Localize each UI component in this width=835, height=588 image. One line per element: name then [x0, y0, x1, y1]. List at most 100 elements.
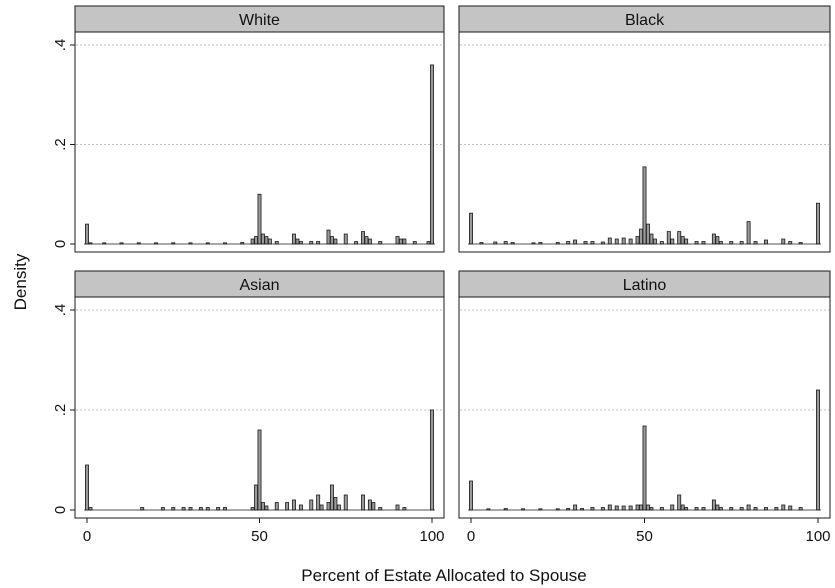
bar — [254, 484, 259, 511]
bar — [677, 494, 682, 511]
x-tick-label: 100 — [805, 528, 830, 545]
bar — [652, 238, 657, 245]
bar — [333, 238, 338, 245]
x-tick-label: 50 — [251, 528, 268, 545]
bar — [254, 236, 259, 245]
strip-header — [458, 5, 831, 33]
x-tick-label: 50 — [636, 528, 653, 545]
bar — [711, 499, 716, 511]
bar — [639, 228, 643, 245]
bar — [430, 64, 434, 245]
bar — [677, 231, 682, 245]
bar — [715, 504, 720, 511]
bar — [646, 223, 650, 245]
bar — [816, 202, 820, 245]
y-tick-label: 0 — [52, 506, 69, 514]
bar — [642, 166, 647, 245]
strip-header — [74, 5, 445, 33]
bar — [573, 239, 578, 245]
bar — [573, 504, 578, 511]
bar — [361, 494, 365, 511]
x-tick-label: 100 — [419, 528, 444, 545]
bar — [680, 236, 685, 245]
panel-black: Black — [458, 5, 831, 253]
y-tick-label: .4 — [52, 304, 69, 317]
panel-latino: Latino 0 50 100 — [458, 270, 831, 545]
panel-title: Black — [625, 12, 665, 29]
bar — [711, 233, 716, 245]
bar — [316, 494, 321, 511]
bar — [684, 238, 689, 245]
bar — [781, 238, 786, 245]
bar — [257, 429, 262, 511]
bar — [395, 236, 400, 245]
bar — [628, 505, 633, 511]
bar — [614, 238, 619, 245]
panels: White 0 .2 .4 Black Asian 0 .2 .4 0 50 100 Latino 0 50… — [52, 5, 831, 545]
panel-title: Latino — [623, 277, 667, 294]
panel-asian: Asian 0 .2 .4 0 50 100 — [52, 270, 445, 545]
bar — [607, 237, 612, 245]
bar — [274, 502, 279, 511]
bar — [469, 480, 473, 511]
bar — [670, 238, 675, 245]
bar — [639, 504, 643, 511]
bar — [264, 236, 269, 245]
panel-title: Asian — [239, 277, 279, 294]
bar — [628, 238, 633, 245]
bar — [642, 425, 647, 511]
bar — [816, 389, 820, 511]
bar — [329, 484, 334, 511]
bar — [680, 504, 685, 511]
bar — [649, 233, 654, 245]
panel-title: White — [239, 12, 280, 29]
bar — [257, 193, 262, 245]
bar — [326, 502, 331, 511]
bar — [469, 212, 473, 245]
bar — [250, 238, 255, 245]
bar — [781, 504, 786, 511]
bar — [326, 229, 331, 245]
bar — [343, 494, 348, 511]
bar — [607, 504, 612, 511]
bar — [371, 502, 376, 511]
bar — [333, 497, 338, 511]
bar — [85, 464, 89, 511]
bar — [746, 221, 751, 245]
bar — [364, 236, 369, 245]
bar — [292, 233, 296, 245]
bar — [285, 502, 290, 511]
bar — [309, 499, 314, 511]
bar — [635, 236, 640, 245]
strip-header — [74, 270, 445, 298]
bar — [614, 505, 619, 511]
bar — [367, 499, 372, 511]
y-tick-label: .4 — [52, 39, 69, 52]
bar — [646, 504, 650, 511]
x-tick-label: 0 — [467, 528, 475, 545]
bar — [298, 504, 303, 511]
bar — [788, 505, 793, 511]
bar — [329, 236, 334, 245]
y-tick-label: .2 — [52, 404, 69, 417]
strip-header — [458, 270, 831, 298]
bar — [635, 504, 640, 511]
bar — [319, 504, 324, 511]
bar — [343, 233, 348, 245]
y-tick-label: .2 — [52, 138, 69, 151]
bar — [746, 504, 751, 511]
bar — [715, 236, 720, 245]
bar — [763, 239, 768, 245]
x-tick-label: 0 — [83, 528, 91, 545]
bar — [395, 504, 400, 511]
bar — [621, 237, 626, 245]
bar — [666, 231, 671, 245]
bar — [398, 238, 403, 245]
x-axis-label: Percent of Estate Allocated to Spouse — [301, 566, 586, 585]
y-axis-label: Density — [11, 253, 30, 310]
bar — [264, 505, 269, 511]
panel-white: White 0 .2 .4 — [52, 5, 445, 253]
bar — [267, 238, 272, 245]
bar — [621, 505, 626, 511]
bar — [295, 238, 300, 245]
